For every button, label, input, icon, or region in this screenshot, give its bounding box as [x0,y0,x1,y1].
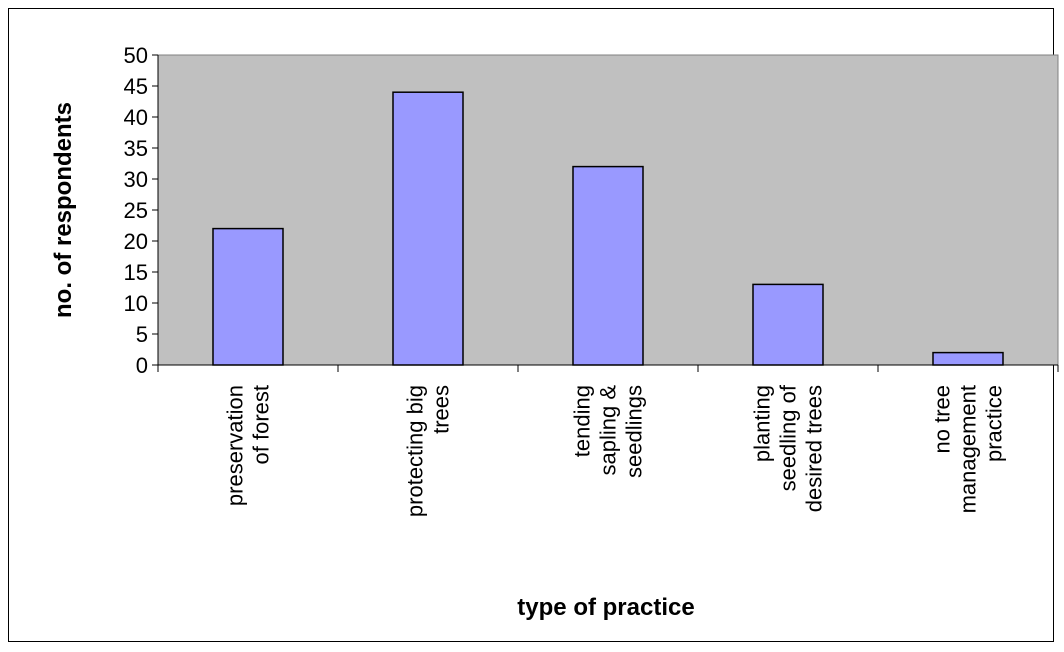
x-category-label-line: of forest [248,385,273,464]
x-category-label-line: sapling & [595,385,620,476]
x-category-label: no treemanagementpractice [929,385,1006,513]
y-tick-label: 30 [124,167,148,192]
y-tick-label: 0 [136,353,148,378]
y-tick-label: 20 [124,229,148,254]
x-axis-title: type of practice [517,594,694,621]
bar-5 [932,351,1004,366]
bar-3 [572,165,644,366]
bar-4 [752,283,824,366]
y-tick-label: 45 [124,74,148,99]
y-tick-label: 35 [124,136,148,161]
x-category-label-line: preservation [222,385,247,506]
y-tick-label: 40 [124,105,148,130]
y-axis-title: no. of respondents [50,102,77,318]
x-category-label: tendingsapling &seedlings [569,385,646,478]
x-category-label-line: trees [428,385,453,434]
x-category-label-line: practice [981,385,1006,462]
x-category-label-line: no tree [929,385,954,454]
x-category-label-line: planting [749,385,774,462]
x-category-label: protecting bigtrees [402,385,453,517]
x-category-label: plantingseedling ofdesired trees [749,384,826,512]
x-category-label-line: management [955,385,980,513]
x-category-label: preservationof forest [222,385,273,506]
bar-1 [212,227,284,366]
y-tick-label: 25 [124,198,148,223]
y-tick-label: 50 [124,43,148,68]
x-category-label-line: seedlings [621,385,646,478]
x-category-label-line: seedling of [775,384,800,491]
x-category-label-line: tending [569,385,594,457]
y-tick-label: 10 [124,291,148,316]
x-category-label-line: desired trees [801,385,826,512]
x-category-label-line: protecting big [402,385,427,517]
y-tick-label: 5 [136,322,148,347]
y-tick-label: 15 [124,260,148,285]
bar-2 [392,91,464,366]
